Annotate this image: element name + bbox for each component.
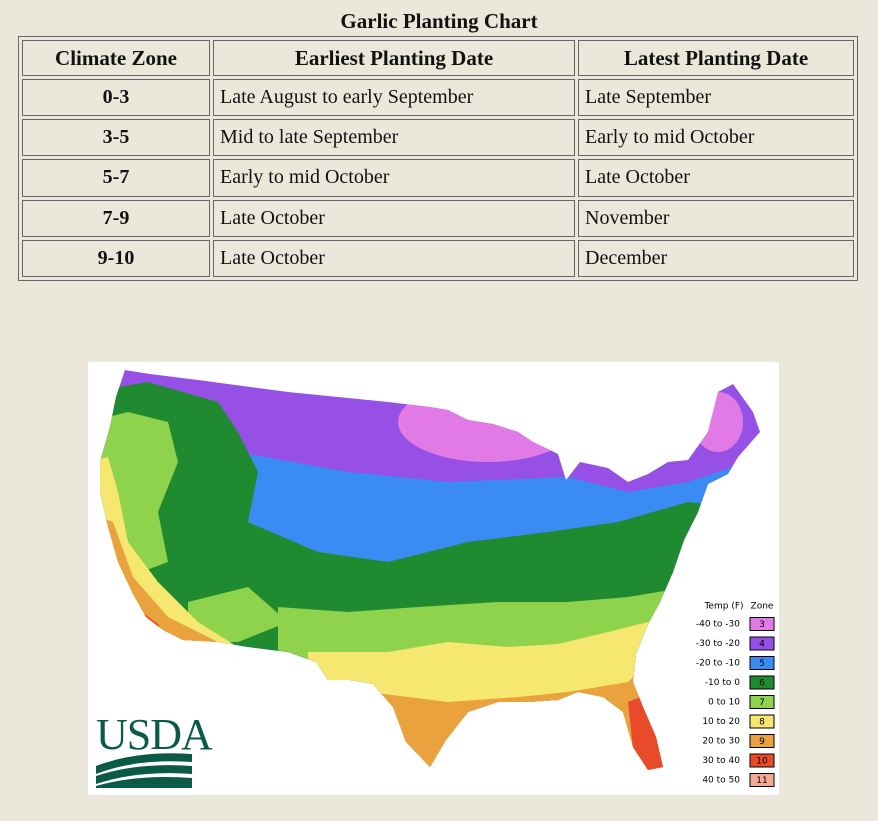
legend-range: -40 to -30: [696, 620, 740, 630]
header-cell: Climate Zone: [22, 40, 210, 76]
table-row: 9-10 Late October December: [22, 239, 854, 277]
table-row: 0-3 Late August to early September Late Se…: [22, 79, 854, 117]
legend: Temp (F) Zone -40 to -30 3 -30 to -20 4 -20 to…: [696, 602, 775, 787]
logo-stripe: [96, 753, 192, 774]
logo-stripe: [96, 777, 192, 788]
header-cell: Latest Planting Date: [578, 40, 854, 76]
legend-range: -20 to -10: [696, 659, 740, 669]
legend-swatch: [749, 617, 775, 631]
legend-range: 0 to 10: [708, 698, 740, 708]
legend-range: 10 to 20: [702, 717, 740, 727]
zone-cell: 9-10: [22, 239, 210, 277]
date-cell: Mid to late September: [213, 119, 575, 157]
legend-swatch: [749, 734, 775, 748]
legend-zone: 11: [756, 776, 767, 786]
legend-swatch: [749, 675, 775, 690]
legend-zone: 3: [759, 620, 765, 630]
legend-swatch: [749, 714, 775, 729]
date-cell: Late August to early September: [213, 79, 575, 117]
date-cell: Early to mid October: [578, 119, 854, 157]
logo-text: USDA: [96, 710, 213, 759]
planting-table: Climate Zone Earliest Planting Date Latest…: [18, 36, 858, 281]
header-row: Climate Zone Earliest Planting Date Latest…: [22, 40, 854, 76]
date-cell: Early to mid October: [213, 159, 575, 197]
legend-zone: 5: [759, 659, 765, 669]
date-cell: Late October: [213, 199, 575, 237]
table-row: 5-7 Early to mid October Late October: [22, 159, 854, 197]
header-cell: Earliest Planting Date: [213, 40, 575, 76]
table-body: 0-3 Late August to early September Late Se…: [22, 79, 854, 277]
legend-zone: 9: [759, 737, 765, 747]
legend-swatch: [749, 656, 775, 670]
table-row: 7-9 Late October November: [22, 199, 854, 237]
legend-range: 20 to 30: [702, 737, 740, 747]
title: Garlic Planting Chart: [340, 9, 538, 33]
date-cell: November: [578, 199, 854, 237]
legend-range: -10 to 0: [705, 678, 740, 688]
zone-cell: 0-3: [22, 79, 210, 117]
date-cell: Late October: [213, 239, 575, 277]
date-cell: Late September: [578, 79, 854, 117]
legend-zone: 6: [759, 679, 765, 689]
legend-zone: 8: [759, 718, 765, 728]
legend-swatch: [749, 695, 775, 709]
legend-swatch: [749, 636, 775, 651]
zone-cell: 3-5: [22, 119, 210, 157]
table-row: 3-5 Mid to late September Early to mid Oct…: [22, 119, 854, 157]
date-cell: Late October: [578, 159, 854, 197]
zone-cell: 5-7: [22, 159, 210, 197]
legend-zone-header: Zone: [751, 602, 774, 612]
logo-stripe: [96, 765, 192, 784]
legend-zone: 7: [759, 698, 765, 708]
legend-swatch: [749, 753, 775, 768]
date-cell: December: [578, 239, 854, 277]
usda-logo: USDA: [96, 710, 214, 788]
legend-range: -30 to -20: [696, 639, 740, 649]
zone-cell: 7-9: [22, 199, 210, 237]
legend-swatch: [749, 773, 775, 787]
legend-zone: 4: [759, 640, 765, 650]
legend-range: 30 to 40: [702, 756, 740, 766]
usda-zone-map: USDA Temp (F) Zone -40 to -30 3 -30 to -20 4 -…: [88, 362, 779, 795]
legend-temp-header: Temp (F): [703, 602, 743, 612]
legend-zone: 10: [756, 757, 768, 767]
legend-range: 40 to 50: [702, 776, 740, 786]
